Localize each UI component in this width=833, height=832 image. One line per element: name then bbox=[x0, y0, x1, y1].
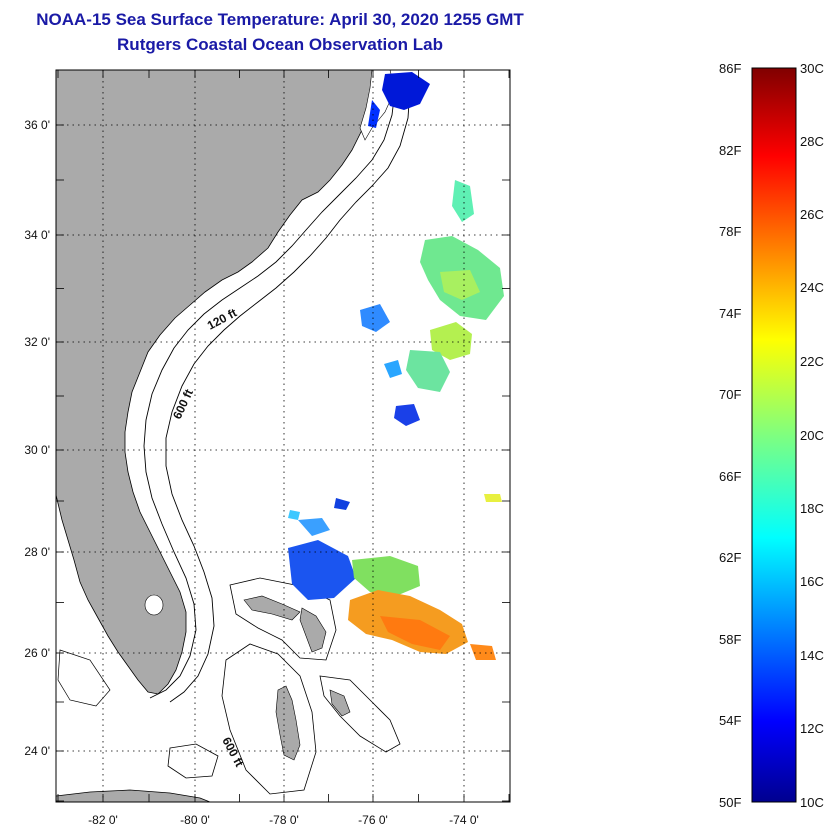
cb-c-22: 22C bbox=[800, 354, 824, 369]
cb-c-24: 24C bbox=[800, 280, 824, 295]
cb-c-26: 26C bbox=[800, 207, 824, 222]
latitude-labels: 36 0' 34 0' 32 0' 30 0' 28 0' 26 0' 24 0… bbox=[24, 118, 50, 758]
lon-label-80: -80 0' bbox=[180, 813, 210, 827]
cb-c-28: 28C bbox=[800, 134, 824, 149]
cb-c-30: 30C bbox=[800, 61, 824, 76]
land-abaco bbox=[299, 607, 327, 653]
lat-label-30: 30 0' bbox=[24, 443, 50, 457]
cb-f-58: 58F bbox=[719, 632, 742, 647]
lon-label-74: -74 0' bbox=[449, 813, 479, 827]
land-andros bbox=[275, 685, 301, 761]
longitude-labels: -82 0' -80 0' -78 0' -76 0' -74 0' bbox=[88, 813, 479, 827]
cb-f-62: 62F bbox=[719, 550, 742, 565]
lat-label-34: 34 0' bbox=[24, 228, 50, 242]
graticule bbox=[56, 70, 510, 802]
contour-600ft bbox=[165, 87, 411, 703]
cb-f-54: 54F bbox=[719, 713, 742, 728]
lat-label-32: 32 0' bbox=[24, 335, 50, 349]
colorbar bbox=[751, 67, 797, 803]
cb-f-50: 50F bbox=[719, 795, 742, 810]
cb-f-70: 70F bbox=[719, 387, 742, 402]
land-cuba bbox=[56, 789, 211, 802]
lat-label-24: 24 0' bbox=[24, 744, 50, 758]
cb-c-20: 20C bbox=[800, 428, 824, 443]
land-grand-bahama bbox=[243, 595, 301, 621]
cb-f-86: 86F bbox=[719, 61, 742, 76]
map-subtitle: Rutgers Coastal Ocean Observation Lab bbox=[117, 35, 443, 54]
land-usa-florida bbox=[56, 70, 376, 695]
map-frame bbox=[55, 69, 511, 803]
cb-c-10: 10C bbox=[800, 795, 824, 810]
lon-label-82: -82 0' bbox=[88, 813, 118, 827]
cb-f-82: 82F bbox=[719, 143, 742, 158]
cb-f-78: 78F bbox=[719, 224, 742, 239]
cb-f-74: 74F bbox=[719, 306, 742, 321]
cb-c-14: 14C bbox=[800, 648, 824, 663]
axis-ticks bbox=[56, 70, 510, 802]
map-title: NOAA-15 Sea Surface Temperature: April 3… bbox=[36, 10, 524, 29]
lat-label-26: 26 0' bbox=[24, 646, 50, 660]
lat-label-36: 36 0' bbox=[24, 118, 50, 132]
lake-okeechobee bbox=[144, 594, 164, 616]
cb-c-12: 12C bbox=[800, 721, 824, 736]
lon-label-76: -76 0' bbox=[358, 813, 388, 827]
sst-data-patches bbox=[288, 72, 504, 660]
lon-label-78: -78 0' bbox=[269, 813, 299, 827]
contour-120ft bbox=[143, 89, 396, 699]
cb-c-16: 16C bbox=[800, 574, 824, 589]
cb-f-66: 66F bbox=[719, 469, 742, 484]
cb-c-18: 18C bbox=[800, 501, 824, 516]
lat-label-28: 28 0' bbox=[24, 545, 50, 559]
